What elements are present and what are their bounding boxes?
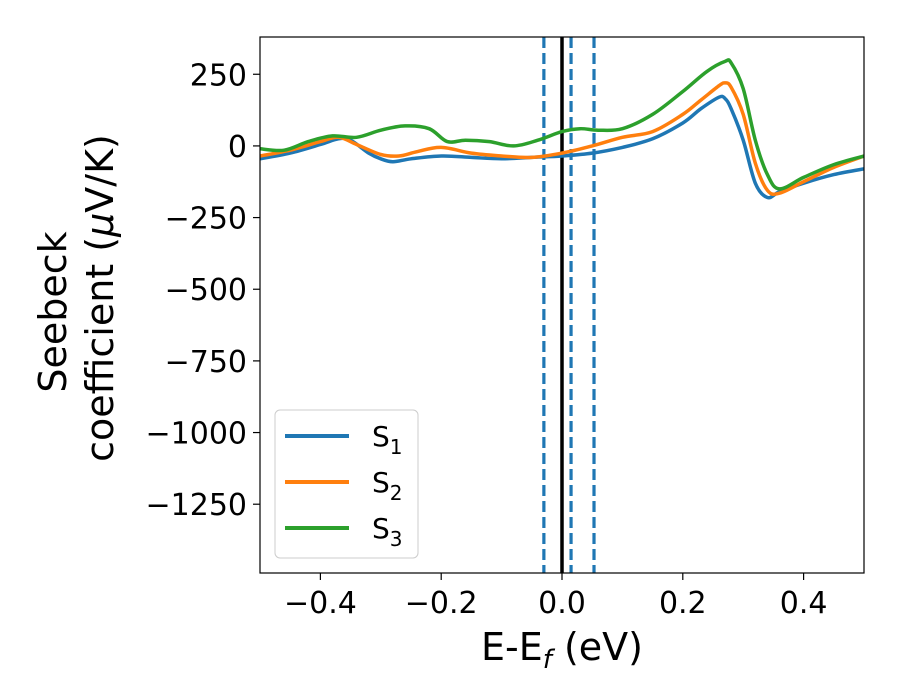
y-tick-label: 0: [228, 130, 247, 165]
series-line-s3: [260, 58, 864, 191]
y-axis-title-line1: Seebeck: [31, 231, 75, 392]
y-axis-title-mu: μ: [78, 213, 122, 238]
x-axis: −0.4 −0.2 0.0 0.2 0.4: [284, 573, 827, 621]
legend: S1 S2 S3: [274, 409, 419, 559]
series-line-s2: [260, 81, 864, 196]
x-axis-title: E-Ef (eV): [481, 625, 643, 675]
y-axis-title-line2: coefficient (μV/K): [78, 134, 122, 462]
x-tick-label: −0.4: [284, 586, 357, 621]
x-tick-label: −0.2: [405, 586, 478, 621]
x-axis-title-unit: (eV): [552, 625, 643, 669]
legend-label-s2: S2: [372, 466, 403, 505]
y-tick-label: 250: [190, 58, 247, 93]
y-tick-label: −1250: [146, 488, 247, 523]
x-tick-label: 0.2: [659, 586, 707, 621]
y-tick-label: −250: [165, 202, 247, 237]
x-tick-label: 0.4: [780, 586, 828, 621]
x-tick-label: 0.0: [538, 586, 586, 621]
series-lines: [260, 58, 864, 200]
legend-label-s3: S3: [372, 512, 403, 551]
y-axis: 250 0 −250 −500 −750 −1000 −1250: [146, 58, 260, 523]
y-tick-label: −1000: [146, 417, 247, 452]
y-tick-label: −750: [165, 345, 247, 380]
legend-label-s1: S1: [372, 420, 403, 459]
y-tick-label: −500: [165, 273, 247, 308]
reference-lines: [542, 37, 596, 573]
